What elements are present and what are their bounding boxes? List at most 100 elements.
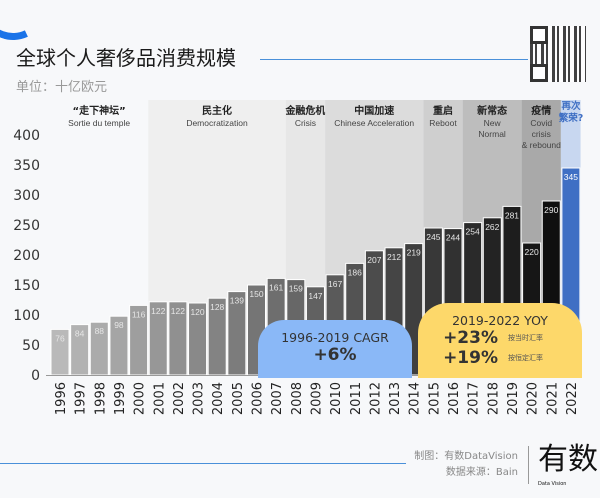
bar-value-label: 281: [505, 210, 519, 220]
bar-value-label: 159: [289, 284, 303, 294]
bar-value-label: 290: [544, 205, 558, 215]
era-label-en: Covid: [530, 118, 552, 128]
bar-value-label: 186: [348, 267, 362, 277]
era-label-zh-2022: 再次繁荣?: [558, 101, 584, 124]
bar-value-label: 84: [75, 329, 85, 339]
x-tick-label: 2013: [388, 382, 403, 415]
bar-value-label: 122: [151, 306, 165, 316]
x-tick-label: 2018: [486, 382, 501, 415]
x-tick-label: 2000: [133, 382, 148, 415]
x-tick-label: 2022: [565, 382, 580, 415]
yoy-value-constant: +19%: [443, 348, 498, 368]
bar-value-label: 345: [564, 172, 578, 182]
era-label-zh: 民主化: [202, 104, 232, 117]
bar-value-label: 120: [190, 307, 204, 317]
x-tick-label: 2005: [231, 382, 246, 415]
x-tick-label: 2002: [172, 382, 187, 415]
x-tick-label: 2006: [251, 382, 266, 415]
brand-logo-sub: Data Vision: [538, 481, 567, 487]
era-label-en: New: [484, 118, 502, 128]
era-label-zh: 中国加速: [354, 104, 394, 117]
x-tick-label: 2001: [152, 382, 167, 415]
bar-value-label: 88: [95, 326, 105, 336]
x-tick-label: 2008: [290, 382, 305, 415]
title-divider: [260, 59, 528, 60]
x-tick-label: 2011: [349, 382, 364, 415]
x-tick-label: 2016: [447, 382, 462, 415]
x-tick-label: 2009: [309, 382, 324, 415]
x-tick-label: 2014: [408, 382, 423, 415]
cagr-callout: 1996-2019 CAGR +6%: [258, 320, 412, 378]
bar-value-label: 139: [230, 296, 244, 306]
y-tick-label: 300: [13, 188, 40, 204]
x-tick-label: 2003: [192, 382, 207, 415]
yoy-note-constant: 按恒定汇率: [508, 354, 543, 362]
bar-value-label: 161: [269, 282, 283, 292]
x-tick-label: 1996: [54, 382, 69, 415]
yoy-callout: 2019-2022 YOY +23% 按当时汇率 +19% 按恒定汇率: [418, 303, 582, 378]
era-label-zh: “走下神坛”: [73, 104, 126, 117]
bar-value-label: 244: [446, 233, 460, 243]
era-label-en: Normal: [478, 129, 506, 139]
era-label-en: Crisis: [295, 118, 316, 128]
x-tick-label: 2004: [211, 382, 226, 415]
yoy-value-current: +23%: [443, 328, 498, 348]
bar-value-label: 207: [367, 255, 381, 265]
y-tick-label: 400: [13, 128, 40, 144]
x-tick-label: 1998: [93, 382, 108, 415]
footer-separator: [528, 446, 529, 484]
y-tick-label: 250: [13, 218, 40, 234]
x-tick-label: 2019: [506, 382, 521, 415]
x-tick-label: 2017: [467, 382, 482, 415]
bar-value-label: 147: [308, 291, 322, 301]
y-tick-label: 100: [13, 308, 40, 324]
era-label-zh: 金融危机: [284, 104, 325, 117]
x-tick-label: 2010: [329, 382, 344, 415]
yoy-title: 2019-2022 YOY: [452, 313, 548, 328]
bar-value-label: 167: [328, 279, 342, 289]
era-label-zh: 重启: [433, 104, 453, 117]
x-tick-label: 2007: [270, 382, 285, 415]
x-tick-label: 1999: [113, 382, 128, 415]
bar-value-label: 150: [249, 289, 263, 299]
x-tick-label: 2021: [545, 382, 560, 415]
y-tick-label: 200: [13, 248, 40, 264]
x-tick-label: 2012: [368, 382, 383, 415]
bar-value-label: 122: [171, 306, 185, 316]
x-tick-label: 1997: [74, 382, 89, 415]
yoy-note-current: 按当时汇率: [508, 334, 543, 342]
x-tick-label: 2020: [526, 382, 541, 415]
era-label-en: Reboot: [429, 118, 457, 128]
bar-value-label: 254: [466, 227, 480, 237]
bar-value-label: 220: [525, 247, 539, 257]
era-label-en: crisis: [532, 129, 551, 139]
made-by: 制图：有数DataVision: [414, 451, 518, 462]
y-tick-label: 150: [13, 278, 40, 294]
y-tick-label: 50: [22, 338, 40, 354]
footer-divider: [0, 463, 406, 464]
bar-value-label: 219: [407, 248, 421, 258]
era-label-zh: 新常态: [477, 104, 507, 117]
cagr-title: 1996-2019 CAGR: [281, 330, 389, 345]
page-title: 全球个人奢侈品消费规模: [16, 46, 236, 70]
bar-value-label: 128: [210, 302, 224, 312]
bar-value-label: 212: [387, 252, 401, 262]
era-label-en: Sortie du temple: [68, 118, 130, 128]
era-label-zh: 疫情: [531, 104, 551, 117]
era-label-en: Chinese Acceleration: [334, 118, 414, 128]
bar-value-label: 245: [426, 232, 440, 242]
bar-value-label: 116: [132, 309, 146, 319]
cagr-value: +6%: [313, 345, 357, 365]
unit-label: 单位：十亿欧元: [16, 80, 108, 95]
y-tick-label: 0: [31, 368, 40, 384]
brand-logo: 有数: [538, 442, 598, 477]
bar-value-label: 98: [114, 320, 124, 330]
era-label-en: & rebound: [522, 140, 561, 150]
bar-value-label: 262: [485, 222, 499, 232]
bar-value-label: 76: [55, 333, 65, 343]
x-tick-label: 2015: [427, 382, 442, 415]
era-label-en: Democratization: [186, 118, 248, 128]
y-tick-label: 350: [13, 158, 40, 174]
qr-code: [530, 26, 586, 82]
